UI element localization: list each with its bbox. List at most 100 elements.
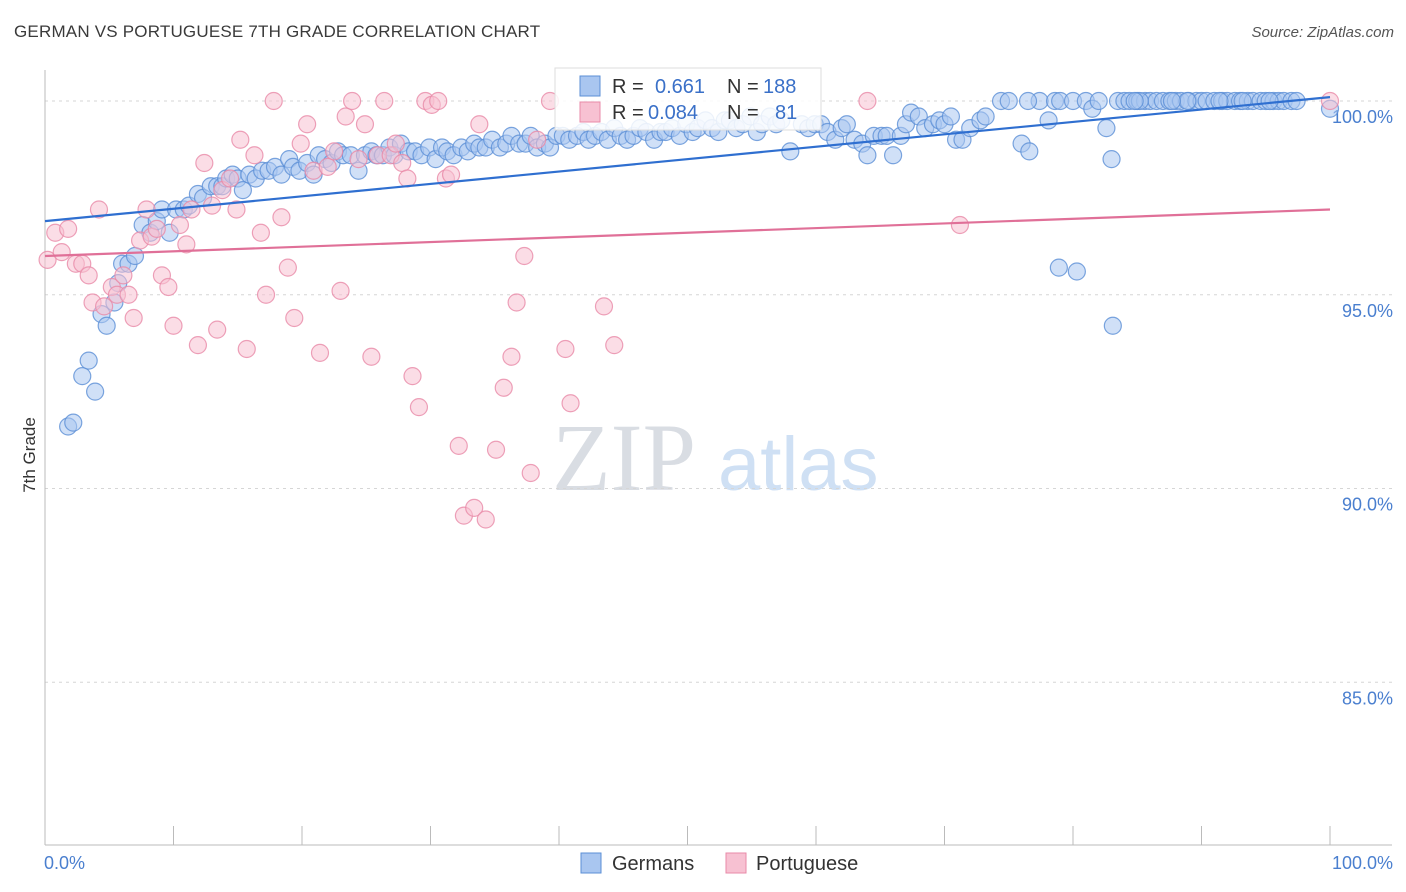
portuguese-point: [355, 115, 375, 134]
germans-point: [73, 367, 92, 386]
stats-portuguese-swatch: [579, 101, 601, 123]
portuguese-point: [89, 200, 109, 219]
y-tick-labels: 85.0% 90.0% 95.0% 100.0%: [1332, 107, 1393, 708]
legend: Germans Portuguese: [580, 852, 858, 875]
germans-point: [1020, 142, 1039, 161]
portuguese-point: [1320, 91, 1340, 111]
stats-germans-swatch: [579, 75, 601, 97]
portuguese-point: [398, 169, 417, 188]
chart-title: GERMAN VS PORTUGUESE 7TH GRADE CORRELATI…: [14, 22, 541, 41]
x-tick-label-max: 100.0%: [1332, 853, 1393, 873]
germans-point: [1097, 119, 1116, 138]
y-tick-label: 85.0%: [1342, 688, 1393, 708]
portuguese-point: [188, 336, 208, 355]
germans-point: [858, 146, 877, 165]
germans-point: [1103, 316, 1122, 335]
x-axis-ticks: [44, 826, 1331, 845]
portuguese-point: [331, 281, 350, 300]
portuguese-point: [605, 336, 624, 355]
trend-lines: [44, 96, 1331, 258]
portuguese-point: [528, 130, 547, 149]
portuguese-point: [441, 165, 461, 184]
portuguese-point: [137, 200, 156, 219]
portuguese-point: [502, 347, 521, 366]
portuguese-point: [362, 347, 381, 366]
portuguese-point: [177, 235, 196, 254]
source-label: Source: ZipAtlas.com: [1251, 24, 1394, 41]
germans-point: [86, 382, 105, 401]
germans-point: [79, 351, 98, 370]
portuguese-point: [858, 91, 877, 111]
portuguese-point: [278, 258, 297, 277]
germans-point: [1210, 91, 1229, 111]
portuguese-point: [195, 153, 214, 173]
portuguese-point: [285, 308, 304, 328]
portuguese-point: [429, 91, 448, 111]
germans-point: [883, 146, 903, 165]
germans-point: [1018, 91, 1038, 111]
germans-point: [1067, 262, 1086, 281]
portuguese-point: [159, 277, 178, 297]
portuguese-point: [343, 91, 362, 111]
portuguese-point: [375, 91, 394, 111]
y-tick-label: 90.0%: [1342, 495, 1393, 515]
germans-point: [64, 413, 83, 432]
portuguese-point: [449, 436, 468, 455]
portuguese-point: [515, 246, 534, 266]
germans-point: [1049, 258, 1068, 277]
germans-point: [1125, 91, 1144, 111]
portuguese-point: [594, 297, 614, 316]
stats-portuguese-n-value: 81: [775, 102, 797, 124]
portuguese-point: [147, 219, 166, 238]
germans-point: [941, 107, 961, 126]
germans-trend-line: [44, 96, 1331, 223]
portuguese-point: [409, 398, 429, 417]
portuguese-point: [310, 343, 330, 362]
stats-germans-n-value: 188: [763, 76, 796, 98]
portuguese-point: [182, 200, 201, 219]
stats-portuguese-r-value: 0.084: [648, 102, 698, 124]
germans-point: [97, 316, 116, 335]
legend-portuguese-label: Portuguese: [756, 853, 858, 875]
watermark-atlas: atlas: [718, 422, 879, 507]
portuguese-point: [556, 339, 575, 359]
watermark-zip: ZIP: [552, 404, 696, 511]
legend-portuguese-swatch: [725, 852, 747, 874]
portuguese-point: [79, 266, 98, 285]
germans-point: [233, 181, 252, 200]
stats-germans-r-value: 0.661: [655, 76, 705, 98]
germans-point: [125, 246, 145, 266]
portuguese-point: [251, 223, 270, 242]
portuguese-point: [325, 142, 344, 161]
germans-point: [1260, 91, 1279, 111]
legend-germans-label: Germans: [612, 853, 694, 875]
legend-germans-swatch: [580, 852, 602, 874]
portuguese-point: [170, 215, 190, 235]
portuguese-point: [298, 115, 317, 134]
germans-point: [1162, 91, 1182, 111]
stats-portuguese-n-label: N =: [727, 102, 759, 124]
portuguese-point: [245, 146, 264, 165]
portuguese-point: [950, 215, 970, 235]
portuguese-point: [318, 157, 337, 176]
portuguese-point: [256, 285, 276, 304]
germans-point: [1039, 111, 1058, 130]
portuguese-point: [486, 440, 506, 459]
portuguese-point: [336, 107, 355, 126]
y-tick-label: 95.0%: [1342, 301, 1393, 321]
portuguese-point: [231, 130, 250, 149]
stats-germans-n-label: N =: [727, 76, 759, 98]
portuguese-point: [349, 150, 368, 169]
portuguese-point: [521, 463, 540, 483]
portuguese-point: [507, 293, 526, 312]
portuguese-point: [476, 510, 495, 529]
portuguese-point: [52, 243, 71, 262]
portuguese-point: [393, 153, 412, 173]
portuguese-point: [494, 378, 513, 397]
portuguese-point: [237, 339, 256, 359]
x-tick-label-min: 0.0%: [44, 853, 85, 873]
portuguese-point: [227, 200, 246, 219]
portuguese-point: [119, 285, 138, 304]
portuguese-point: [403, 367, 422, 386]
